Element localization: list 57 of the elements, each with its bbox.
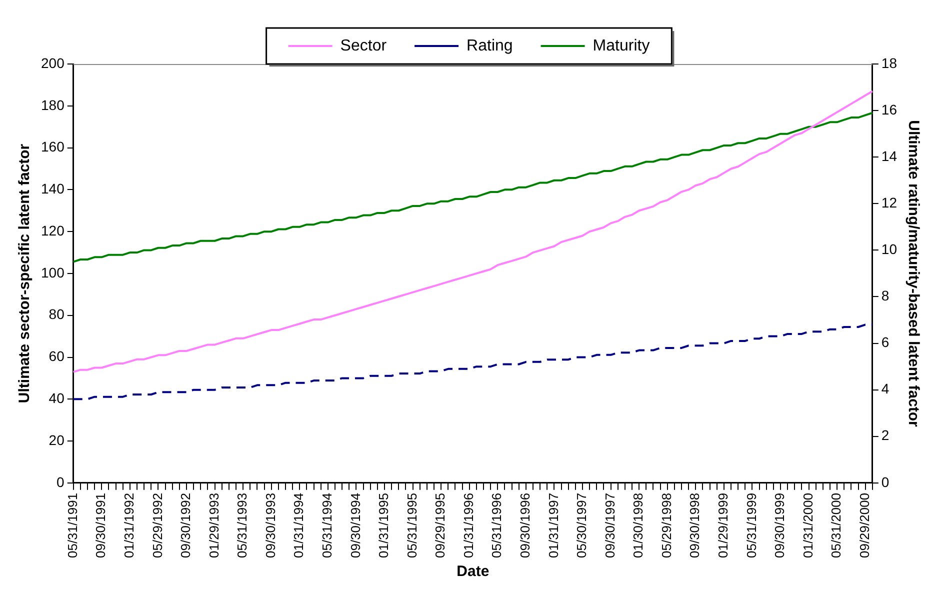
x-tick-label: 01/30/1998	[630, 492, 646, 558]
y2-tick-label: 2	[881, 427, 890, 444]
y-tick-label: 180	[41, 96, 65, 113]
y2-tick-label: 8	[881, 288, 890, 304]
y2-tick-label: 6	[881, 334, 890, 350]
legend-label: Rating	[466, 37, 513, 54]
legend-label: Maturity	[592, 37, 650, 54]
y-tick-label: 40	[48, 390, 65, 406]
x-tick-label: 01/29/1999	[716, 492, 731, 558]
y-tick-label: 80	[48, 306, 65, 322]
x-tick-label: 09/30/1992	[178, 492, 194, 558]
x-tick-label: 09/30/1991	[93, 492, 108, 558]
x-tick-label: 01/31/2000	[800, 492, 816, 558]
x-tick-label: 09/30/1999	[772, 492, 788, 558]
x-tick-label: 09/29/2000	[856, 492, 872, 558]
y-tick-label: 0	[56, 474, 65, 490]
x-tick-label: 01/31/1996	[460, 492, 476, 558]
x-tick-label: 05/31/1993	[234, 492, 250, 558]
x-tick-label: 09/30/1996	[518, 492, 533, 558]
x-tick-label: 05/31/1991	[64, 492, 80, 558]
x-tick-label: 05/29/1998	[658, 492, 674, 558]
x-tick-label: 09/30/1997	[602, 492, 618, 558]
y2-axis-title: Ultimate rating/maturity-based latent factor	[904, 120, 922, 427]
y2-tick-label: 0	[881, 474, 890, 490]
y-tick-label: 120	[41, 222, 65, 238]
x-tick-label: 09/30/1998	[687, 492, 702, 558]
y2-tick-label: 12	[881, 194, 898, 211]
y2-tick-label: 4	[881, 380, 890, 397]
y-tick-label: 200	[41, 54, 65, 71]
x-tick-label: 09/30/1994	[348, 492, 363, 558]
x-tick-label: 05/31/1994	[320, 492, 335, 558]
legend-label: Sector	[340, 37, 388, 54]
x-tick-label: 09/30/1993	[262, 492, 278, 558]
x-tick-label: 05/29/1992	[150, 492, 165, 558]
x-tick-label: 01/31/1992	[122, 492, 137, 558]
x-tick-label: 01/31/1995	[376, 492, 392, 558]
y-tick-label: 60	[48, 348, 65, 364]
x-tick-label: 09/29/1995	[432, 492, 448, 558]
x-tick-label: 05/31/2000	[828, 492, 844, 558]
x-tick-label: 05/31/1995	[404, 492, 420, 558]
x-tick-label: 05/31/1996	[489, 492, 504, 558]
y-axis-title: Ultimate sector-specific latent factor	[16, 144, 34, 404]
y-tick-label: 100	[41, 264, 65, 280]
x-tick-label: 05/30/1997	[574, 492, 590, 558]
y-tick-label: 20	[48, 432, 65, 448]
y2-tick-label: 18	[881, 54, 898, 71]
y2-tick-label: 10	[881, 241, 898, 258]
y-tick-label: 140	[41, 180, 65, 197]
x-tick-label: 01/31/1994	[291, 492, 306, 558]
y2-tick-label: 14	[881, 148, 898, 164]
x-axis-title: Date	[456, 563, 490, 580]
x-tick-label: 05/31/1999	[744, 492, 759, 558]
y2-tick-label: 16	[881, 101, 898, 118]
y-tick-label: 160	[41, 138, 65, 155]
x-tick-label: 01/31/1997	[546, 492, 561, 558]
x-tick-label: 01/29/1993	[206, 492, 222, 558]
line-series	[72, 324, 874, 400]
